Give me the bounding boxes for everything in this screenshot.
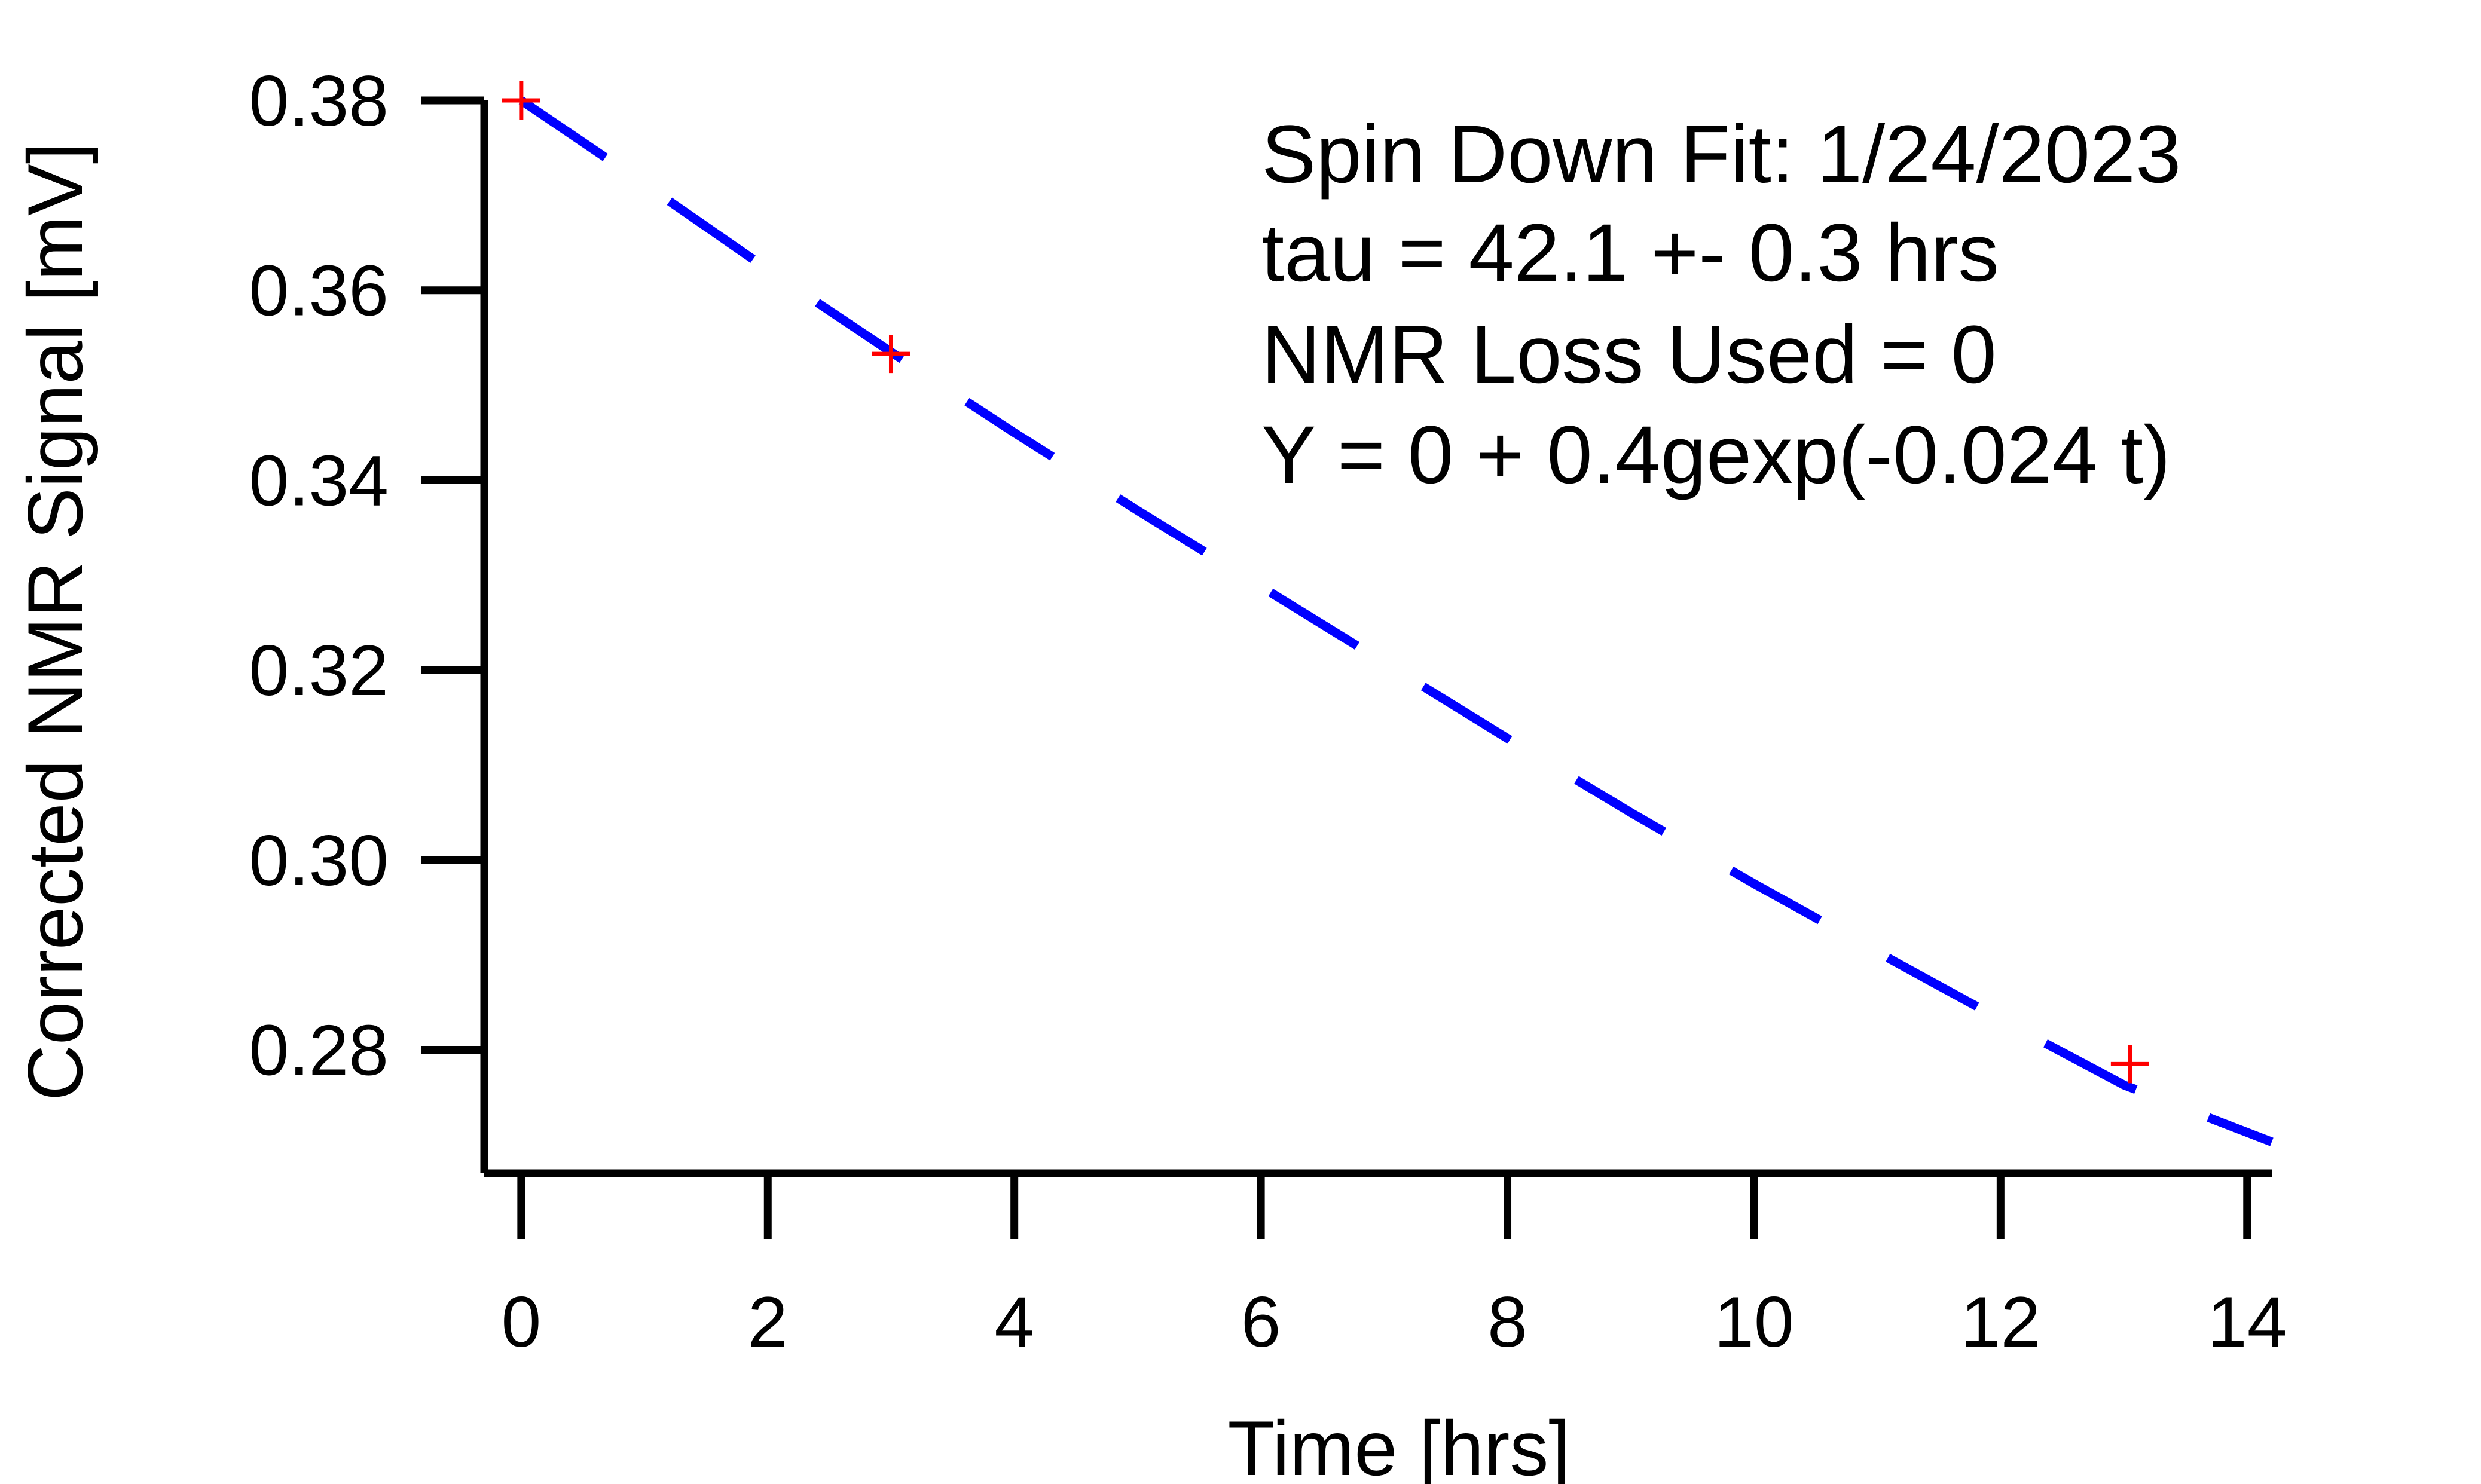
x-tick-label: 2 <box>748 1282 788 1362</box>
x-tick-label: 12 <box>1961 1282 2040 1362</box>
ticks-group: 0.28 0.30 0.32 0.34 0.36 0.38 0 2 4 6 8 10 12 14 <box>249 61 2287 1362</box>
y-tick-label: 0.34 <box>249 440 389 521</box>
x-tick-label: 6 <box>1241 1282 1281 1362</box>
y-tick-label: 0.28 <box>249 1010 389 1090</box>
annotation-line-4: Y = 0 + 0.4gexp(-0.024 t) <box>1261 409 2171 501</box>
x-tick-label: 0 <box>501 1282 541 1362</box>
data-points-group <box>502 81 2149 1084</box>
x-tick-label: 4 <box>994 1282 1034 1362</box>
x-axis-title: Time [hrs] <box>1227 1405 1570 1484</box>
data-point-marker <box>2110 1045 2149 1084</box>
fit-annotation: Spin Down Fit: 1/24/2023 tau = 42.1 +- 0… <box>1261 109 2181 501</box>
fit-line <box>518 96 2274 1146</box>
y-tick-label: 0.30 <box>249 821 389 901</box>
y-tick-label: 0.32 <box>249 631 389 711</box>
y-axis-title: Corrected NMR Signal [mV] <box>11 142 99 1101</box>
annotation-line-2: tau = 42.1 +- 0.3 hrs <box>1261 207 1999 299</box>
data-point-marker <box>872 335 910 374</box>
annotation-line-1: Spin Down Fit: 1/24/2023 <box>1261 109 2181 200</box>
data-point-marker <box>502 81 540 120</box>
axes-group <box>480 100 2272 1177</box>
x-tick-label: 8 <box>1487 1282 1527 1362</box>
fit-curve-group <box>518 96 2274 1146</box>
x-tick-label: 14 <box>2207 1282 2287 1362</box>
y-tick-label: 0.36 <box>249 251 389 331</box>
y-tick-label: 0.38 <box>249 61 389 141</box>
x-tick-label: 10 <box>1714 1282 1793 1362</box>
annotation-line-3: NMR Loss Used = 0 <box>1261 309 1997 400</box>
